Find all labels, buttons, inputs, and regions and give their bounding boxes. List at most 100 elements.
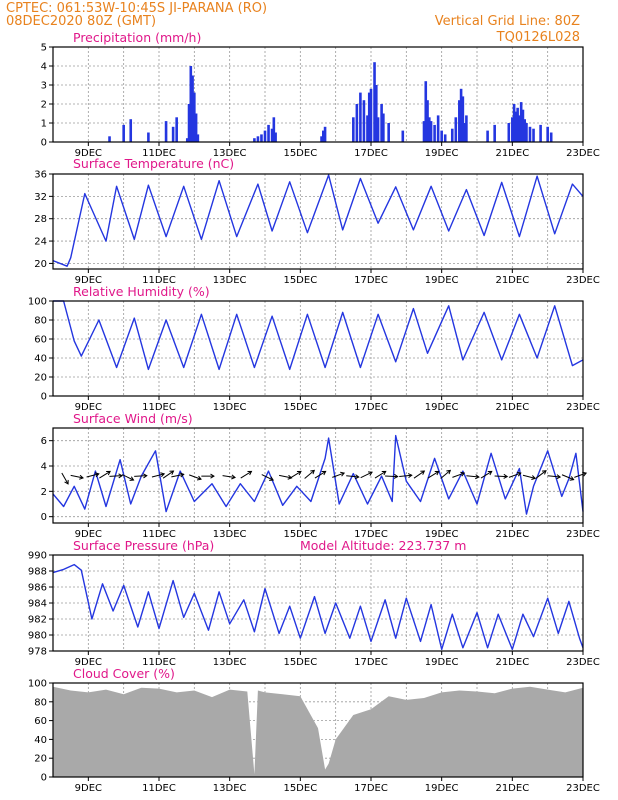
precip-bar <box>507 123 511 142</box>
wind-arrow <box>289 470 302 479</box>
precip-bar <box>366 115 369 142</box>
pres-frame <box>52 554 584 652</box>
wind-arrow <box>304 469 316 479</box>
precip-bar <box>401 130 405 142</box>
x-tick-label: 15DEC <box>283 148 317 159</box>
precip-bar <box>108 136 111 142</box>
precip-bar <box>373 62 376 143</box>
wind-title: Surface Wind (m/s) <box>73 411 193 426</box>
y-tick-label: 100 <box>28 297 47 308</box>
wind-arrow <box>261 474 274 481</box>
precip-bar <box>175 117 178 142</box>
y-tick-label: 40 <box>34 354 47 365</box>
precip-bar <box>367 92 371 142</box>
y-tick-label: 40 <box>34 735 47 746</box>
precip-bar <box>518 115 521 142</box>
x-tick-label: 15DEC <box>283 783 317 794</box>
y-tick-label: 80 <box>34 697 47 708</box>
rh-frame <box>52 300 584 397</box>
precip-bar <box>436 115 440 142</box>
x-tick-label: 19DEC <box>425 148 459 159</box>
y-tick-label: 0 <box>41 773 47 784</box>
y-tick-label: 4 <box>41 462 47 473</box>
y-tick-label: 100 <box>28 679 47 690</box>
precip-bar <box>187 104 191 142</box>
precip-bar <box>359 92 362 142</box>
precip-bar <box>549 132 553 142</box>
precip-bar <box>322 130 325 142</box>
wind-arrow <box>151 472 166 478</box>
precip-bar <box>323 126 327 142</box>
x-tick-label: 11DEC <box>142 275 176 286</box>
y-tick-label: 0 <box>41 138 47 149</box>
precip-bar <box>369 88 373 142</box>
precip-bar <box>194 113 198 142</box>
wind-arrow <box>99 470 111 479</box>
temp-line <box>52 174 584 267</box>
y-tick-label: 4 <box>41 62 47 73</box>
rh-title: Relative Humidity (%) <box>73 284 210 299</box>
x-tick-label: 23DEC <box>566 657 600 668</box>
y-tick-label: 24 <box>34 237 47 248</box>
cloud-frame <box>52 682 584 778</box>
x-tick-label: 11DEC <box>142 529 176 540</box>
precip-bar <box>355 104 359 142</box>
precip-bar <box>486 130 489 142</box>
precip-bar <box>382 113 385 142</box>
x-tick-label: 23DEC <box>566 148 600 159</box>
precip-bar <box>380 104 383 142</box>
x-tick-label: 17DEC <box>354 783 388 794</box>
wind-arrow <box>494 473 509 479</box>
x-tick-label: 13DEC <box>213 275 247 286</box>
wind-arrow <box>162 470 175 479</box>
wind-arrow <box>314 470 327 479</box>
wind-arrow <box>522 474 537 480</box>
x-tick-label: 17DEC <box>354 402 388 413</box>
y-tick-label: 20 <box>34 259 47 270</box>
x-tick-label: 19DEC <box>425 529 459 540</box>
wind-arrow <box>440 469 452 479</box>
x-tick-label: 11DEC <box>142 783 176 794</box>
x-tick-label: 15DEC <box>283 275 317 286</box>
panel-precip: Precipitation (mm/h) 0 1 2 3 4 5 9DEC 11DEC 13DEC… <box>41 30 600 159</box>
precip-bar <box>375 85 378 142</box>
precip-bar <box>362 100 366 142</box>
y-tick-label: 60 <box>34 716 47 727</box>
wind-arrow <box>332 471 346 478</box>
precip-bar <box>512 104 516 142</box>
precip-bar <box>122 124 125 142</box>
x-tick-label: 21DEC <box>495 783 529 794</box>
precip-bar <box>253 138 256 142</box>
precip-bar <box>256 136 260 142</box>
x-tick-label: 11DEC <box>142 657 176 668</box>
precip-bar <box>274 132 277 142</box>
precip-bar <box>196 134 200 142</box>
x-tick-label: 13DEC <box>213 657 247 668</box>
y-tick-label: 6 <box>41 436 47 447</box>
wind-arrow <box>279 474 293 480</box>
wind-arrow <box>374 470 387 479</box>
precip-bar <box>387 123 390 142</box>
precip-bar <box>320 136 323 142</box>
wind-arrow <box>399 473 413 479</box>
precip-bar <box>267 124 270 142</box>
wind-arrow <box>427 470 440 479</box>
precip-bar <box>443 134 447 142</box>
pres-line <box>52 563 584 651</box>
wind-arrow <box>201 473 215 479</box>
x-tick-label: 13DEC <box>213 529 247 540</box>
x-tick-label: 21DEC <box>495 402 529 413</box>
pres-annotation: Model Altitude: 223.737 m <box>300 538 466 553</box>
header-model-id: TQ0126L028 <box>496 30 580 45</box>
precip-bar <box>428 117 431 142</box>
x-tick-label: 11DEC <box>142 148 176 159</box>
wind-arrow <box>452 471 466 478</box>
precip-bar <box>422 121 426 142</box>
wind-arrow <box>189 474 202 481</box>
wind-arrow <box>574 471 588 478</box>
x-tick-label: 21DEC <box>495 148 529 159</box>
precip-bar <box>191 75 194 142</box>
x-tick-label: 17DEC <box>354 657 388 668</box>
cloud-area <box>53 686 583 777</box>
x-tick-label: 11DEC <box>142 402 176 413</box>
